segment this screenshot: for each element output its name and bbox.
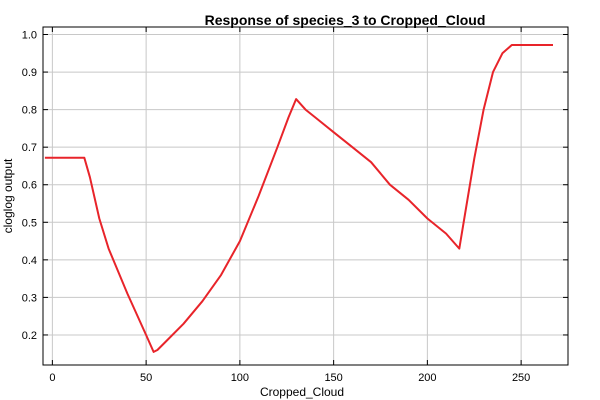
x-tick-label: 0 [49, 372, 55, 384]
y-tick-label: 0.9 [22, 67, 37, 79]
x-tick-label: 150 [324, 372, 342, 384]
y-tick-label: 0.7 [22, 142, 37, 154]
series-line [44, 44, 553, 353]
plot-frame [42, 26, 569, 366]
y-tick-label: 0.2 [22, 330, 37, 342]
y-tick-label: 0.5 [22, 217, 37, 229]
y-axis-label: cloglog output [1, 158, 15, 233]
grid [43, 27, 568, 365]
x-tick-label: 100 [231, 372, 249, 384]
x-tick-label: 50 [140, 372, 152, 384]
y-tick-label: 1.0 [22, 30, 37, 42]
series-layer [44, 44, 553, 353]
y-tick-label: 0.4 [22, 255, 37, 267]
axis-ticks: 0 50 100 150 200 250 0.2 0.3 0.4 0.5 0.6 0.7 0.8 0.9 1… [22, 27, 568, 384]
chart-title: Response of species_3 to Cropped_Cloud [205, 12, 486, 28]
x-axis-label: Cropped_Cloud [260, 385, 344, 399]
y-tick-label: 0.6 [22, 180, 37, 192]
y-tick-label: 0.8 [22, 105, 37, 117]
x-tick-label: 250 [512, 372, 530, 384]
x-tick-label: 200 [418, 372, 436, 384]
y-tick-label: 0.3 [22, 292, 37, 304]
